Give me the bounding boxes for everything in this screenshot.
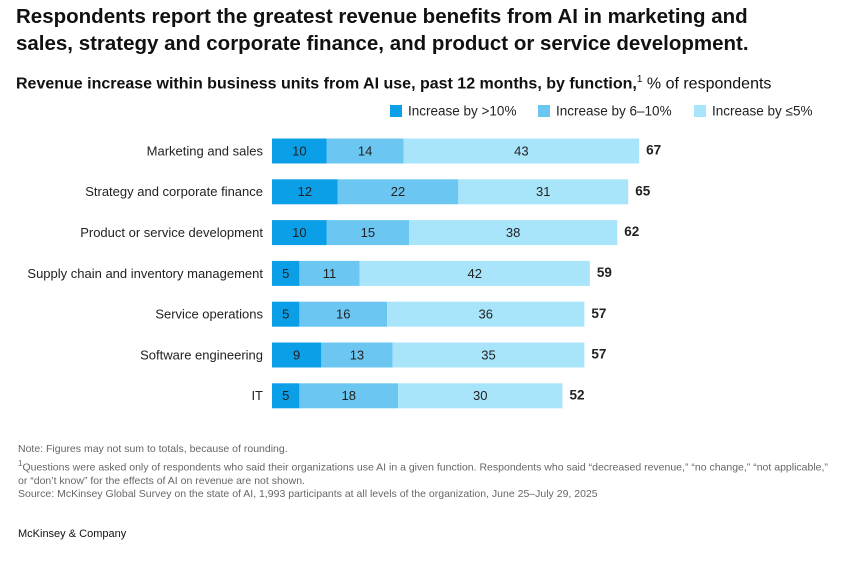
chart-title: Respondents report the greatest revenue … (16, 5, 749, 55)
category-label: Service operations (155, 307, 263, 322)
segment-label: 11 (323, 266, 337, 281)
bar-segment (272, 220, 327, 246)
segment-label: 15 (361, 225, 375, 240)
footnotes: Note: Figures may not sum to totals, bec… (18, 443, 828, 502)
segment-label: 14 (358, 143, 372, 158)
chart: Increase by >10% Increase by 6–10% Increas… (27, 104, 812, 409)
footnote-marker: 1 (18, 458, 23, 468)
bar-segment (272, 179, 338, 205)
bar-segment (321, 342, 393, 368)
total-label: 67 (646, 143, 661, 158)
segment-label: 10 (292, 143, 306, 158)
segment-label: 13 (350, 347, 364, 362)
bar-segment (326, 138, 404, 164)
segment-label: 10 (292, 225, 306, 240)
note: Note: Figures may not sum to totals, bec… (18, 443, 288, 455)
segment-label: 43 (514, 143, 528, 158)
bar-segment (409, 220, 618, 246)
bar-segment (337, 179, 459, 205)
bar-segment (458, 179, 629, 205)
total-label: 57 (591, 347, 606, 362)
total-label: 52 (569, 387, 584, 402)
total-label: 62 (624, 224, 639, 239)
segment-label: 31 (536, 184, 550, 199)
footnote-text: Questions were asked only of respondents… (18, 461, 828, 487)
segment-label: 12 (298, 184, 312, 199)
segment-label: 35 (481, 347, 495, 362)
total-label: 65 (635, 183, 651, 198)
category-label: Software engineering (140, 347, 263, 362)
segment-label: 9 (293, 347, 300, 362)
legend-swatch (538, 105, 550, 117)
bar-segment (272, 260, 300, 286)
category-label: Product or service development (80, 225, 263, 240)
unit-label: % of respondents (646, 75, 772, 93)
bar-segment (398, 383, 563, 409)
category-label: Supply chain and inventory management (27, 266, 263, 281)
bar-segment (299, 260, 360, 286)
bar-segment (272, 301, 300, 327)
bar-segment (272, 342, 322, 368)
total-label: 57 (591, 306, 606, 321)
brand: McKinsey & Company (18, 528, 127, 540)
category-label: Strategy and corporate finance (85, 184, 263, 199)
legend-label: Increase by ≤5% (712, 104, 812, 119)
legend-swatch (390, 105, 402, 117)
bar-segment (272, 383, 300, 409)
segment-label: 5 (282, 388, 289, 403)
legend-swatch (694, 105, 706, 117)
category-label: Marketing and sales (147, 143, 264, 158)
segment-label: 5 (282, 266, 289, 281)
footnote: 1Questions were asked only of respondent… (18, 457, 828, 489)
footnote-ref: 1 (636, 74, 643, 85)
segment-label: 36 (478, 307, 492, 322)
bar-segment (392, 342, 585, 368)
subtitle: Revenue increase within business units f… (16, 74, 771, 93)
segment-label: 22 (391, 184, 405, 199)
segment-label: 30 (473, 388, 487, 403)
segment-label: 18 (341, 388, 355, 403)
bar-segment (299, 383, 399, 409)
bar-segment (272, 138, 327, 164)
segment-label: 42 (468, 266, 482, 281)
segment-label: 38 (506, 225, 520, 240)
legend-label: Increase by 6–10% (556, 104, 672, 119)
total-label: 59 (597, 265, 612, 280)
source: Source: McKinsey Global Survey on the st… (18, 488, 598, 500)
bar-segment (299, 301, 388, 327)
segment-label: 5 (282, 307, 289, 322)
subtitle-text: Revenue increase within business units f… (16, 75, 637, 93)
bar-segment (359, 260, 590, 286)
legend-label: Increase by >10% (408, 104, 516, 119)
category-label: IT (251, 388, 263, 403)
bar-segment (326, 220, 409, 246)
segment-label: 16 (336, 307, 350, 322)
bar-segment (403, 138, 640, 164)
bar-segment (387, 301, 585, 327)
